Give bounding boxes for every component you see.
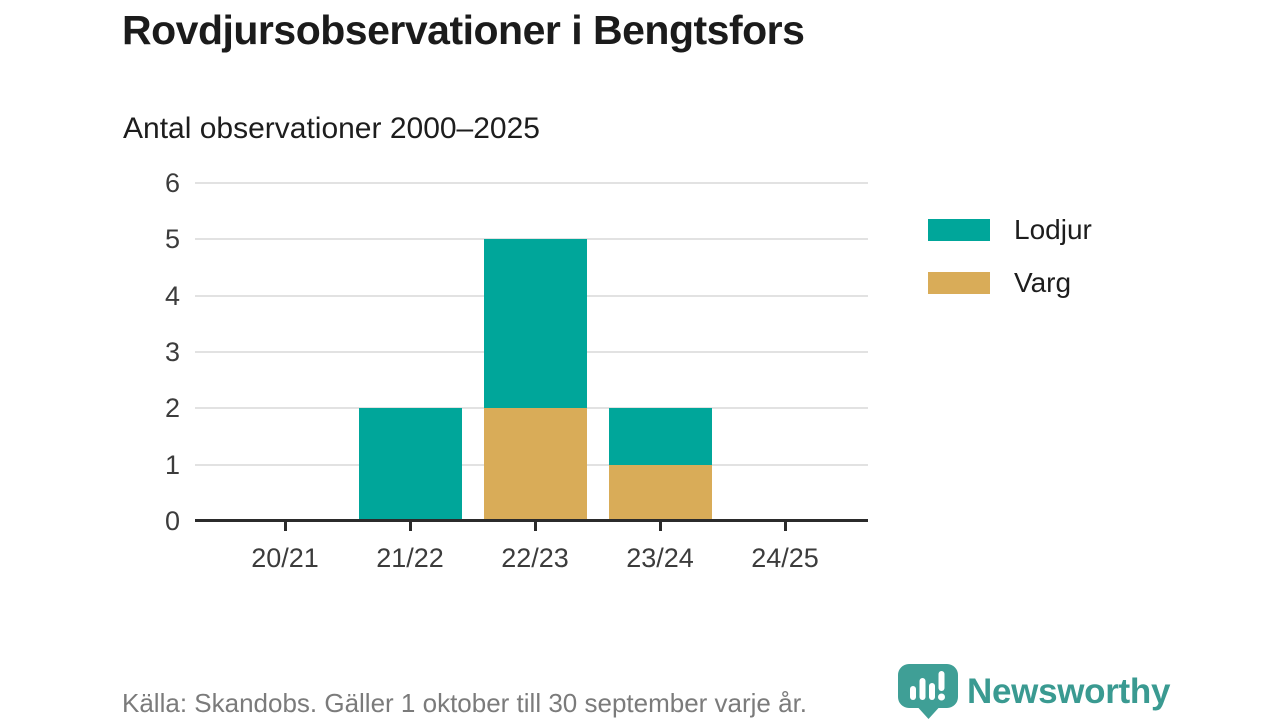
y-tick-label: 0 [164, 506, 180, 536]
newsworthy-logo-icon [898, 664, 958, 719]
legend-label-varg: Varg [1014, 267, 1072, 298]
gridline-y-6 [195, 182, 868, 184]
x-tick [408, 522, 412, 531]
bar-segment-lodjur-21-22 [358, 408, 462, 521]
x-tick [283, 522, 287, 531]
x-tick-label-20-21: 20/21 [251, 543, 319, 573]
legend-swatch-varg [928, 272, 990, 294]
x-tick [658, 522, 662, 531]
legend-swatch-lodjur [928, 219, 990, 241]
bar-segment-lodjur-23-24 [608, 408, 712, 465]
legend-label-lodjur: Lodjur [1014, 214, 1092, 245]
source-note: Källa: Skandobs. Gäller 1 oktober till 3… [122, 688, 808, 718]
brand-logo: Newsworthy [898, 664, 1170, 719]
x-tick-label-21-22: 21/22 [376, 543, 444, 573]
x-tick-label-23-24: 23/24 [626, 543, 694, 573]
bar-segment-varg-23-24 [608, 464, 712, 521]
chart-title: Rovdjursobservationer i Bengtsfors [122, 7, 805, 53]
legend: Lodjur Varg [928, 216, 1092, 322]
x-tick [783, 522, 787, 531]
x-axis-baseline [195, 519, 868, 522]
y-tick-label: 5 [164, 224, 180, 255]
y-tick-label: 2 [164, 393, 180, 424]
gridline-y-5 [195, 238, 868, 241]
plot-area [195, 182, 868, 531]
bar-segment-varg-22-23 [483, 408, 587, 521]
y-tick-label: 3 [164, 337, 180, 367]
y-tick-label: 4 [164, 280, 180, 311]
legend-item-lodjur: Lodjur [928, 216, 1092, 244]
y-tick-label: 6 [164, 168, 180, 198]
legend-item-varg: Varg [928, 269, 1092, 297]
x-tick-label-24-25: 24/25 [751, 543, 819, 573]
chart-subtitle: Antal observationer 2000–2025 [123, 112, 540, 145]
x-tick [533, 522, 537, 531]
x-tick-label-22-23: 22/23 [501, 543, 569, 573]
y-tick-label: 1 [164, 449, 180, 480]
bar-segment-lodjur-22-23 [483, 239, 587, 409]
brand-name: Newsworthy [967, 671, 1171, 711]
